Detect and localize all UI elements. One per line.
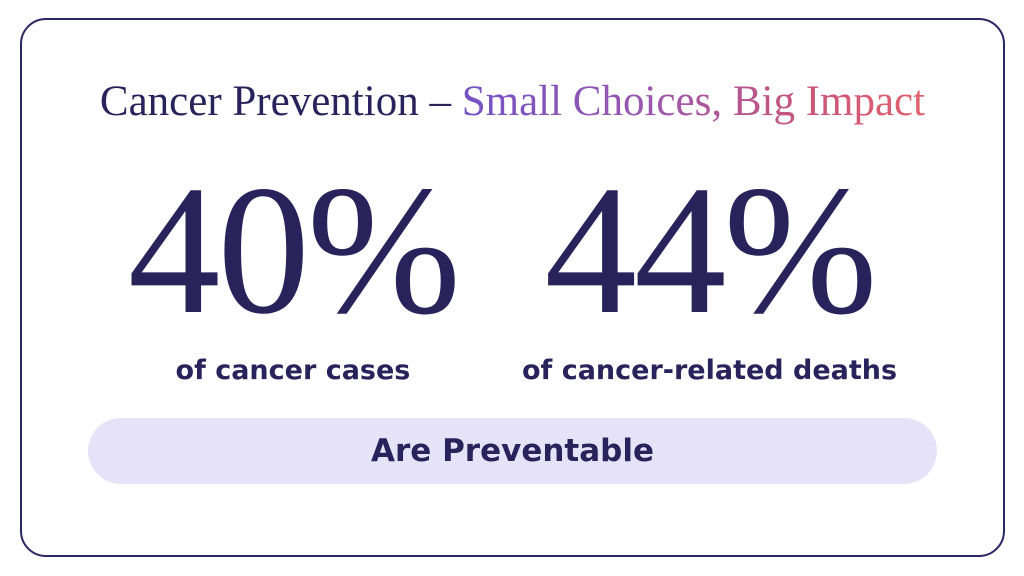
title-primary-text: Cancer Prevention – xyxy=(99,78,462,125)
stat-cancer-deaths: 44% of cancer-related deaths xyxy=(522,158,897,386)
stat-value-cancer-cases: 40% xyxy=(127,147,461,353)
infographic-card: Cancer Prevention – Small Choices, Big I… xyxy=(20,18,1005,557)
stats-row: 40% of cancer cases 44% of cancer-relate… xyxy=(128,158,897,386)
title-highlight-text: Small Choices, Big Impact xyxy=(461,78,926,125)
stat-cancer-cases: 40% of cancer cases xyxy=(127,147,461,386)
banner-pill: Are Preventable xyxy=(88,417,937,484)
stat-value-cancer-deaths: 44% xyxy=(544,147,877,353)
banner-label: Are Preventable xyxy=(370,432,654,469)
stat-label-cancer-deaths: of cancer-related deaths xyxy=(522,354,898,386)
stat-label-cancer-cases: of cancer cases xyxy=(175,354,411,386)
page-title: Cancer Prevention – Small Choices, Big I… xyxy=(100,76,925,128)
